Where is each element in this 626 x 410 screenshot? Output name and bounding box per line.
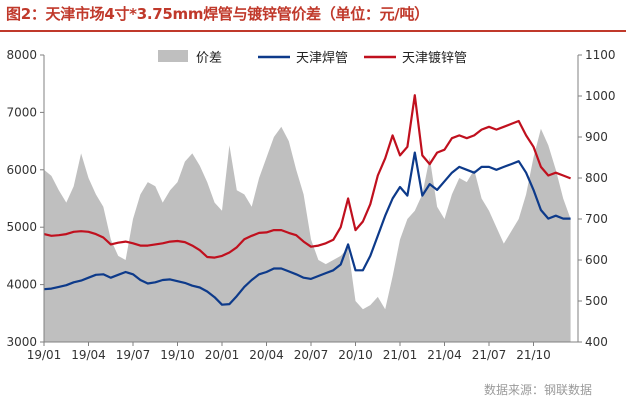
x-tick-label: 20/07	[294, 348, 329, 362]
y-right-tick-label: 500	[585, 294, 608, 308]
x-tick-label: 19/10	[160, 348, 195, 362]
source-note: 数据来源：钢联数据	[483, 383, 592, 397]
y-left-tick-label: 7000	[6, 105, 37, 119]
x-tick-label: 21/10	[516, 348, 551, 362]
x-tick-label: 21/04	[427, 348, 462, 362]
x-tick-label: 19/01	[27, 348, 62, 362]
x-tick-label: 21/07	[472, 348, 507, 362]
legend-label-3: 天津镀锌管	[402, 50, 467, 66]
x-tick-label: 19/04	[71, 348, 106, 362]
series-area-spread	[44, 126, 571, 342]
x-tick-label: 20/01	[205, 348, 240, 362]
y-left-tick-label: 5000	[6, 220, 37, 234]
y-left-tick-label: 3000	[6, 335, 37, 349]
y-right-tick-label: 400	[585, 335, 608, 349]
chart-title: 图2：天津市场4寸*3.75mm焊管与镀锌管价差（单位：元/吨）	[6, 5, 429, 23]
x-tick-label: 20/10	[338, 348, 373, 362]
y-right-tick-label: 700	[585, 212, 608, 226]
y-left-tick-label: 4000	[6, 278, 37, 292]
y-right-tick-label: 600	[585, 253, 608, 267]
y-right-tick-label: 1000	[585, 89, 616, 103]
x-tick-label: 19/07	[116, 348, 151, 362]
legend-label-2: 天津焊管	[296, 50, 348, 66]
x-tick-label: 21/01	[383, 348, 418, 362]
legend-swatch-1	[158, 50, 188, 62]
y-right-tick-label: 1100	[585, 48, 616, 62]
y-right-tick-label: 800	[585, 171, 608, 185]
y-right-tick-label: 900	[585, 130, 608, 144]
series-line-1	[43, 151, 571, 306]
y-left-tick-label: 6000	[6, 163, 37, 177]
title-rule	[0, 30, 626, 32]
y-left-tick-label: 8000	[6, 48, 37, 62]
series-line-2	[43, 94, 572, 259]
x-tick-label: 20/04	[249, 348, 284, 362]
legend-label-1: 价差	[196, 51, 222, 66]
